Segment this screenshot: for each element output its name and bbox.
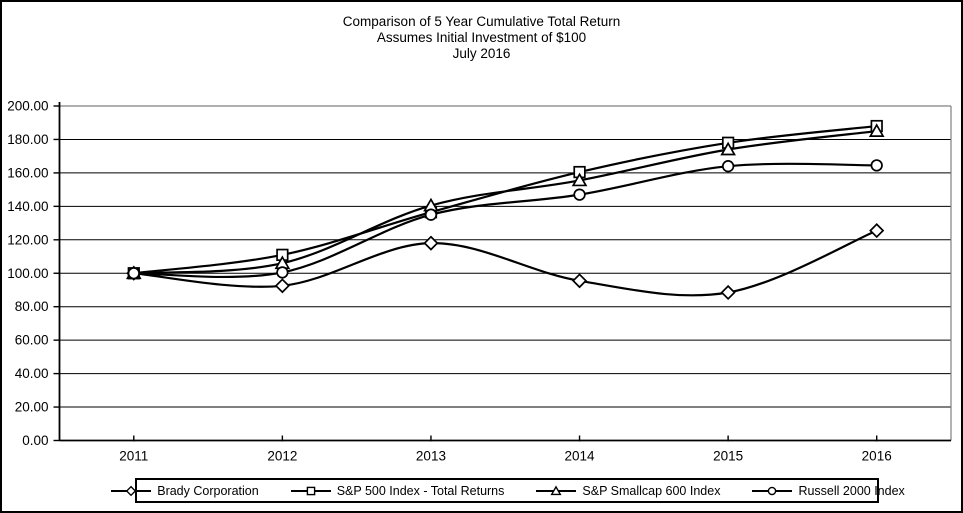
y-axis-tick-label: 200.00 [7,99,48,114]
brady-corporation-diamond-marker [869,223,885,239]
x-axis-tick-label: 2015 [713,449,743,464]
russell-2000-index-circle-marker [127,267,140,280]
y-axis-tick-label: 80.00 [15,299,49,314]
chart-title-line-3: July 2016 [452,46,511,61]
russell-2000-index-circle-marker [276,266,289,279]
y-axis-tick-label: 140.00 [7,199,48,214]
chart-legend: Brady Corporation S&P 500 Index - Total R… [111,478,905,503]
russell-2000-index-circle-marker [573,188,586,201]
legend-label: S&P 500 Index - Total Returns [336,483,505,498]
x-axis-tick-label: 2016 [862,449,892,464]
x-axis-tick-label: 2012 [267,449,297,464]
y-axis-tick-label: 180.00 [7,132,48,147]
legend-triangle-glyph [550,484,562,495]
legend-item-s-p-500-index-total-returns: S&P 500 Index - Total Returns [289,483,505,498]
chart-title-line-2: Assumes Initial Investment of $100 [376,30,587,45]
series-line-s-p-500-index-total-returns [132,124,878,275]
legend-circle-glyph [768,486,777,495]
brady-corporation-diamond-marker [571,273,588,289]
brady-corporation-diamond-marker [274,278,290,294]
square-marker-icon [290,486,331,495]
y-axis-tick-label: 120.00 [7,232,48,247]
russell-2000-index-circle-marker [870,159,883,172]
legend-label: S&P Smallcap 600 Index [582,483,721,498]
s-p-smallcap-600-index-triangle-marker [571,172,588,187]
x-axis-tick-label: 2014 [565,449,596,464]
series-line-russell-2000-index [132,162,878,279]
legend-item-brady-corporation: Brady Corporation [109,483,259,498]
x-axis-tick-label: 2011 [119,449,148,464]
legend-diamond-glyph [125,485,137,496]
y-axis-tick-label: 40.00 [15,366,49,381]
s-p-smallcap-600-index-triangle-marker [720,141,736,156]
y-axis-tick-label: 160.00 [7,165,48,180]
russell-2000-index-circle-marker [721,160,735,173]
brady-corporation-diamond-marker [720,284,736,301]
legend-label: Russell 2000 Index [798,483,905,498]
series-line-s-p-smallcap-600-index [132,129,878,275]
x-axis-tick-label: 2013 [416,449,446,464]
series-line-brady-corporation [132,229,878,297]
y-axis-tick-label: 60.00 [15,333,49,348]
s-p-smallcap-600-index-triangle-marker [868,123,885,137]
y-axis-tick-label: 0.00 [22,433,48,448]
chart-title: Comparison of 5 Year Cumulative Total Re… [2,14,961,62]
y-axis-tick-label: 100.00 [7,266,48,281]
triangle-marker-icon [536,484,577,495]
legend-label: Brady Corporation [157,483,259,498]
russell-2000-index-circle-marker [424,208,438,221]
legend-item-russell-2000-index: Russell 2000 Index [750,483,905,498]
legend-square-glyph [306,486,315,495]
diamond-marker-icon [111,485,152,496]
legend-item-s-p-smallcap-600-index: S&P Smallcap 600 Index [534,484,720,498]
y-axis-tick-label: 20.00 [15,400,49,415]
circle-marker-icon [752,486,793,495]
chart-title-line-1: Comparison of 5 Year Cumulative Total Re… [342,14,621,29]
brady-corporation-diamond-marker [423,235,439,251]
